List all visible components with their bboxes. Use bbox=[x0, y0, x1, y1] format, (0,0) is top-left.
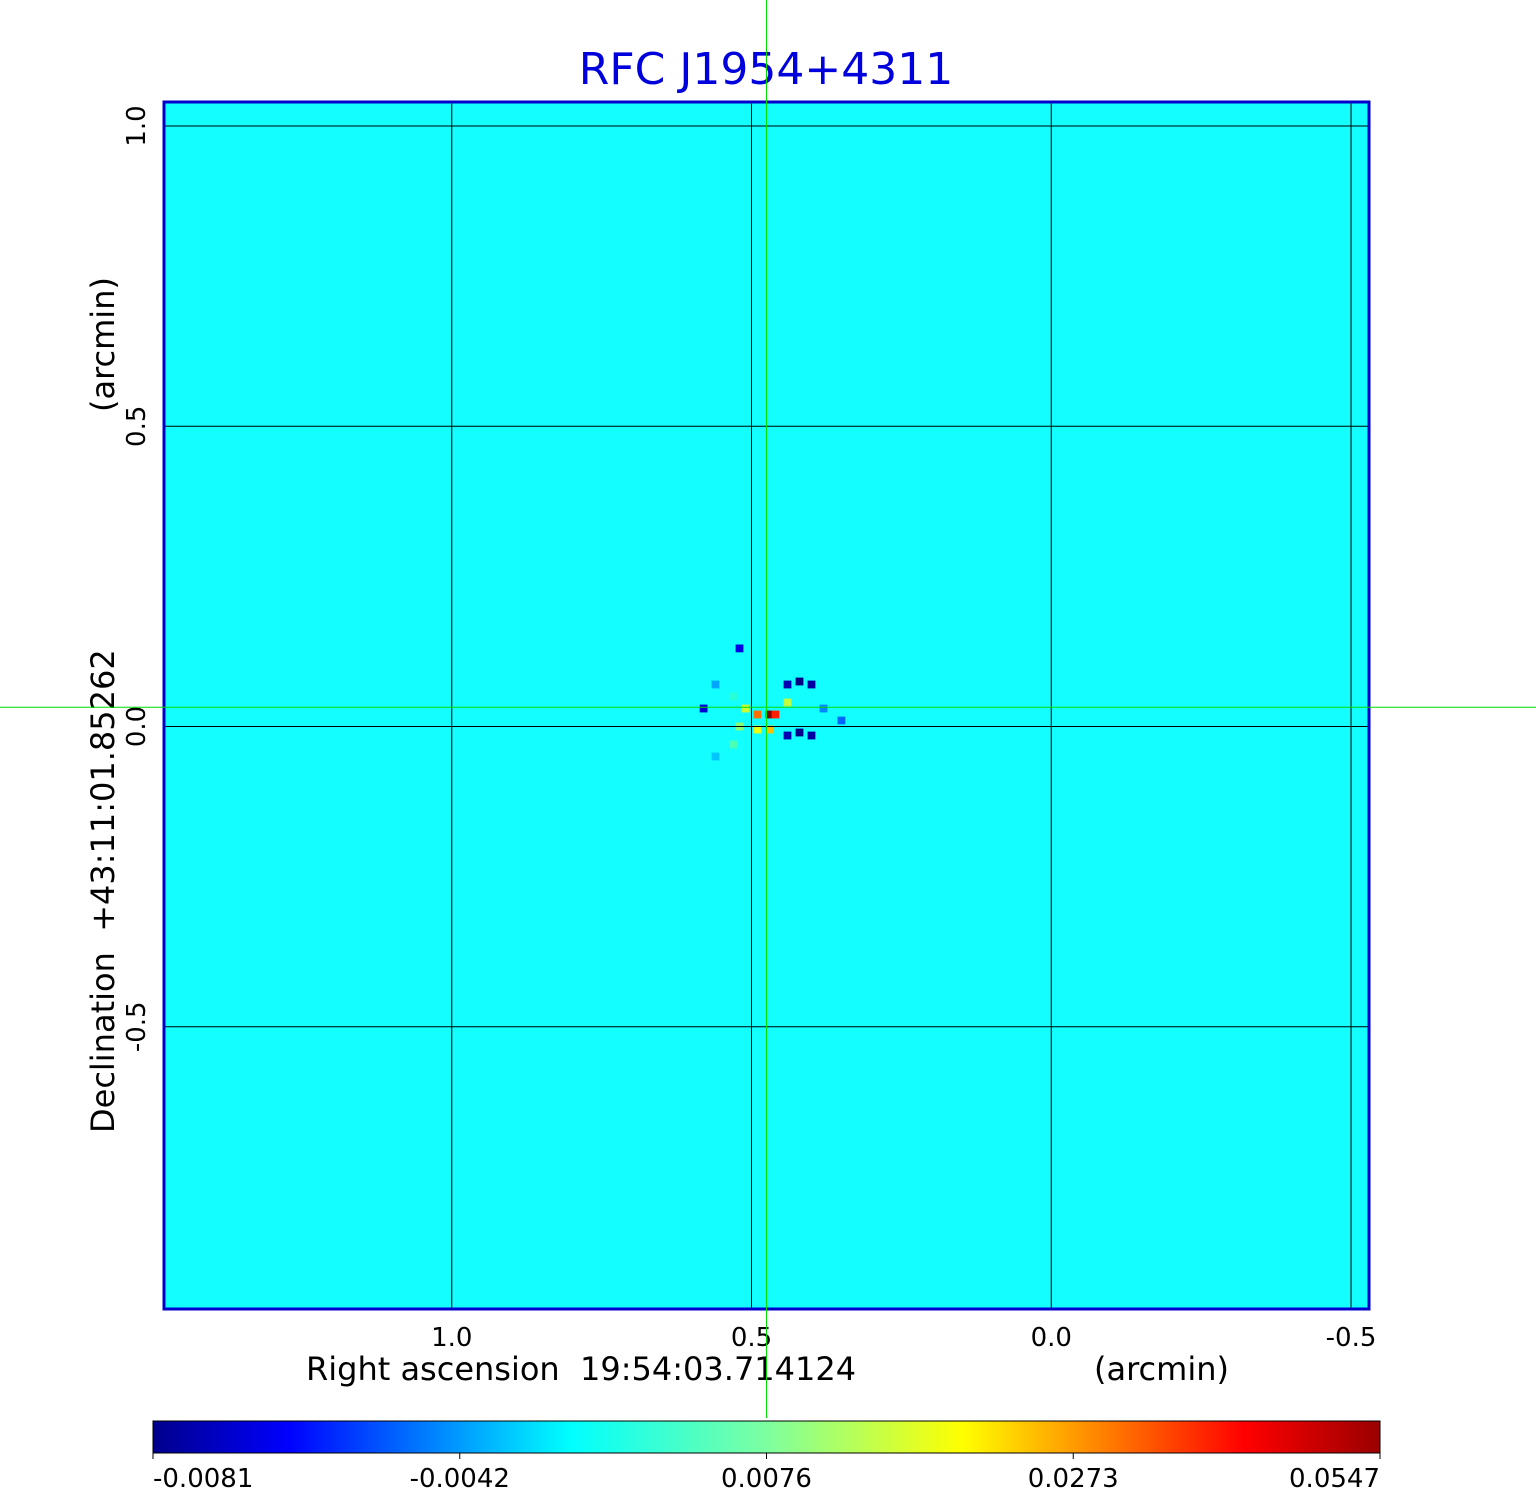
pixel-value bbox=[807, 680, 816, 689]
pixel-value bbox=[795, 728, 804, 737]
pixel-value bbox=[771, 710, 780, 719]
pixel-value bbox=[741, 704, 750, 713]
pixel-value bbox=[729, 740, 738, 749]
x-tick-label: 0.0 bbox=[1031, 1323, 1072, 1353]
pixel-value bbox=[795, 677, 804, 686]
y-tick-labels: -0.5 0.0 0.5 1.0 bbox=[122, 105, 152, 1052]
x-tick-label: -0.5 bbox=[1326, 1323, 1377, 1353]
y-tick-label: 0.5 bbox=[122, 406, 152, 447]
pixel-value bbox=[819, 704, 828, 713]
x-axis-unit: (arcmin) bbox=[1094, 1350, 1229, 1388]
pixel-value bbox=[753, 710, 762, 719]
pixel-value bbox=[711, 752, 720, 761]
colorbar-tick-label: -0.0081 bbox=[153, 1464, 253, 1494]
pixel-value bbox=[837, 716, 846, 725]
pixel-value bbox=[753, 725, 762, 734]
x-tick-label: 0.5 bbox=[731, 1323, 772, 1353]
colorbar-tick-label: 0.0273 bbox=[1028, 1464, 1119, 1494]
x-axis-label: Right ascension 19:54:03.714124 bbox=[306, 1350, 856, 1388]
pixel-value bbox=[699, 704, 708, 713]
colorbar bbox=[152, 1420, 1381, 1454]
x-tick-label: 1.0 bbox=[431, 1323, 472, 1353]
pixel-value bbox=[783, 698, 792, 707]
y-tick-label: -0.5 bbox=[122, 1001, 152, 1052]
pixel-value bbox=[729, 692, 738, 701]
y-axis-unit: (arcmin) bbox=[84, 277, 122, 412]
pixel-value bbox=[765, 710, 774, 719]
pixel-value bbox=[765, 725, 774, 734]
pixel-value bbox=[711, 680, 720, 689]
colorbar-ticks: -0.0081 -0.0042 0.0076 0.0273 0.0547 bbox=[152, 1453, 1381, 1494]
pixel-value bbox=[807, 731, 816, 740]
colorbar-tick-label: -0.0042 bbox=[410, 1464, 510, 1494]
pixel-value bbox=[735, 644, 744, 653]
pixel-value bbox=[783, 680, 792, 689]
y-tick-label: 1.0 bbox=[122, 105, 152, 146]
pixel-value bbox=[783, 731, 792, 740]
colorbar-tick-label: 0.0076 bbox=[721, 1464, 812, 1494]
y-axis-label: Declination +43:11:01.85262 bbox=[84, 649, 122, 1133]
y-tick-label: 0.0 bbox=[122, 706, 152, 747]
colorbar-tick-label: 0.0547 bbox=[1289, 1464, 1380, 1494]
crosshair bbox=[0, 0, 1536, 1418]
x-tick-labels: 1.0 0.5 0.0 -0.5 bbox=[431, 1323, 1376, 1353]
grid-lines bbox=[164, 102, 1369, 1309]
